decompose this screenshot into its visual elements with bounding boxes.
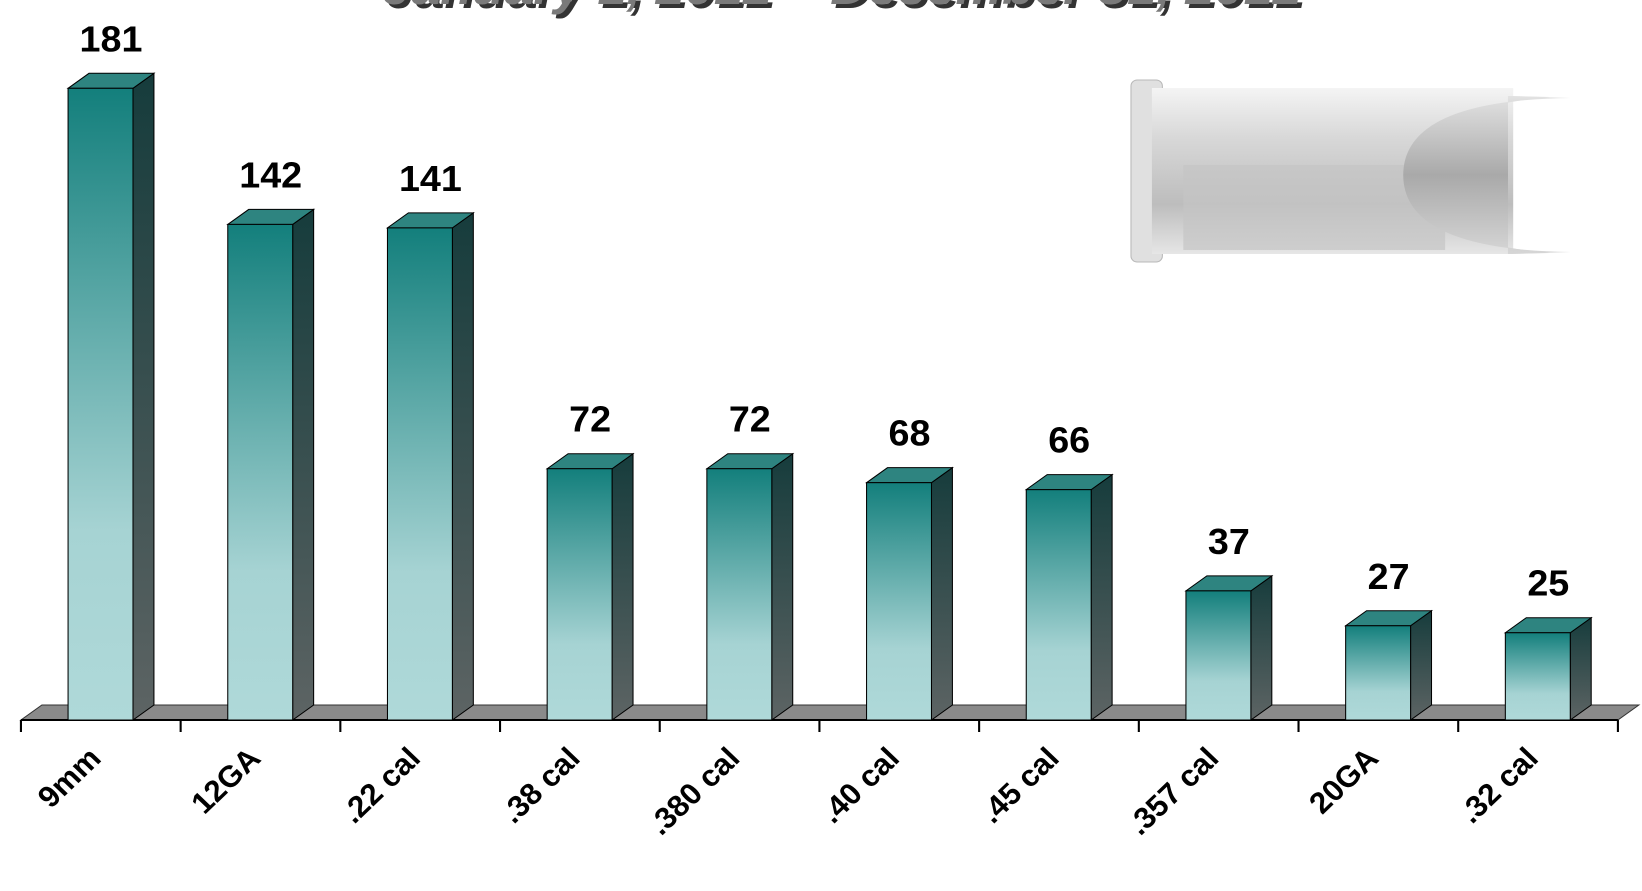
bullet-illustration [1130,79,1571,263]
value-label: 72 [569,399,611,439]
bar-side [611,452,634,721]
bar-side [1090,473,1113,721]
bar [864,466,954,721]
bar [1024,473,1114,721]
bar [1344,609,1434,721]
bar-side [1410,609,1433,721]
bar [705,452,795,721]
bar-side [292,208,315,721]
bar [545,452,635,721]
bar [1184,574,1274,721]
bar-front [1504,632,1571,721]
x-tick-label: 20GA [1302,741,1385,821]
x-tick-label: .38 cal [494,741,587,830]
value-label: 141 [399,159,462,199]
value-label: 72 [729,399,771,439]
x-tick-label: .380 cal [641,741,747,842]
bar-side [451,211,474,721]
bar-front [1345,625,1412,721]
bar-front [546,468,613,721]
bar-front [386,227,453,721]
x-tick-label: .40 cal [813,741,906,830]
bar [385,211,475,721]
bar-side [132,72,155,721]
x-tick-label: .357 cal [1120,741,1226,842]
bar-front [67,87,134,721]
bar-front [866,482,933,721]
x-tick-label: .22 cal [334,741,427,830]
value-label: 68 [889,413,931,453]
value-label: 66 [1048,420,1090,460]
bar-front [1185,590,1252,721]
x-tick-label: .32 cal [1452,741,1545,830]
bar [1503,616,1593,721]
value-label: 25 [1527,564,1569,604]
x-tick-label: 12GA [184,741,267,821]
bar-side [771,452,794,721]
x-tick-label: 9mm [31,741,108,815]
bar [226,208,316,721]
value-label: 37 [1208,522,1250,562]
bar-front [227,223,294,721]
bar-side [1569,616,1592,721]
bar [66,72,156,721]
bar-side [1250,574,1273,721]
bar-front [1025,489,1092,721]
value-label: 181 [80,19,143,59]
chart-title-shadow: January 1, 2012 – December 31, 2012 [386,0,1306,19]
bar-front [706,468,773,721]
x-tick-label: .45 cal [973,741,1066,830]
chart-title: January 1, 2012 – December 31, 2012 [382,0,1302,15]
value-label: 142 [239,155,302,195]
bar-side [930,466,953,721]
value-label: 27 [1368,557,1410,597]
